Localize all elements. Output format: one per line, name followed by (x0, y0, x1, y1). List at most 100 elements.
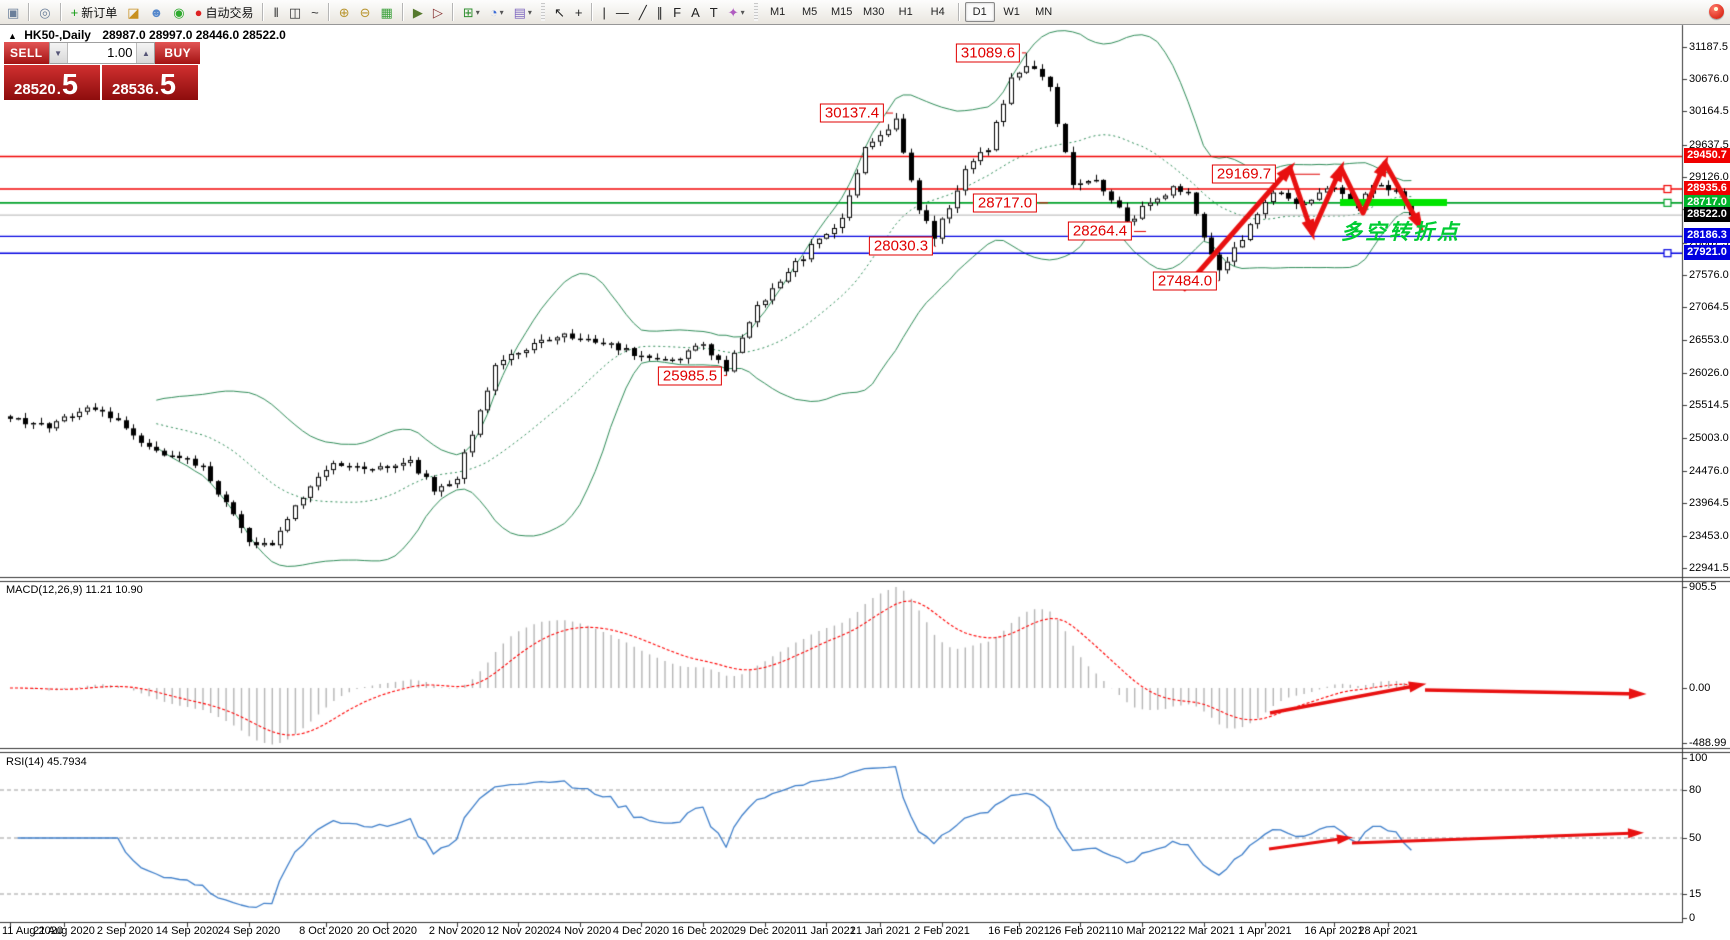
bar-chart-icon[interactable]: ‖ (268, 1, 283, 23)
date-label: 29 Dec 2020 (733, 925, 797, 937)
cursor-icon[interactable]: ↖ (549, 1, 570, 23)
date-label: 21 Aug 2020 (33, 925, 95, 937)
rsi-label: RSI(14) 45.7934 (6, 756, 87, 768)
timeframe-button-w1[interactable]: W1 (1003, 6, 1020, 18)
bull-bear-turning-point-note[interactable]: 多空转折点 (1341, 221, 1461, 244)
timeframe-button-mn[interactable]: MN (1035, 6, 1053, 18)
line-chart-icon[interactable]: ~ (306, 1, 324, 23)
channel-icon[interactable]: ∥ (652, 1, 669, 23)
collapse-marker-icon[interactable]: ▲ (8, 31, 17, 41)
channel-icon: ∥ (656, 4, 664, 20)
volume-decrease-button[interactable]: ▼ (49, 43, 68, 63)
fibonacci-icon[interactable]: F (668, 1, 686, 23)
arrows-icon[interactable]: ✦ ▾ (723, 1, 750, 23)
signals-icon[interactable]: ◉ (168, 1, 189, 23)
y-axis-label: 26026.0 (1689, 366, 1729, 379)
contacts-icon[interactable]: ☻ (145, 1, 169, 23)
toolbar-grip (540, 3, 545, 21)
price-annotation[interactable]: 31089.6 (955, 43, 1021, 63)
price-annotation[interactable]: 28717.0 (972, 193, 1038, 213)
toolbar-separator (28, 3, 31, 21)
date-label: 26 Feb 2021 (1049, 925, 1111, 937)
auto-scroll-icon[interactable]: ▶ (408, 1, 428, 23)
buy-price-dot: . (154, 81, 159, 98)
volume-input[interactable]: 1.00 (107, 45, 133, 60)
text-label-icon: T (709, 4, 718, 20)
timeframe-button-m1[interactable]: M1 (770, 6, 786, 18)
y-axis-label: 26553.0 (1689, 333, 1729, 346)
date-label: 24 Sep 2020 (217, 925, 281, 937)
timeframe-button-m15[interactable]: M15 (830, 6, 853, 18)
date-label: 2 Nov 2020 (428, 925, 486, 937)
chevron-down-icon: ▾ (475, 7, 480, 17)
eraser-icon[interactable]: ◪ (122, 1, 144, 23)
sell-price[interactable]: 28520. 5 (4, 65, 100, 100)
candlestick-chart-icon: ◫ (288, 4, 302, 20)
buy-price-main: 28536 (112, 81, 154, 98)
sell-price-dot: . (56, 81, 61, 98)
zoom-out-icon[interactable]: ⊖ (355, 1, 376, 23)
price-annotation[interactable]: 28030.3 (868, 236, 934, 256)
date-label: 1 Apr 2021 (1238, 925, 1292, 937)
timeframe-button-m30[interactable]: M30 (862, 6, 885, 18)
indicators-icon: ⊞ (462, 4, 474, 20)
candlestick-chart-icon[interactable]: ◫ (284, 1, 306, 23)
date-label: 16 Feb 2021 (988, 925, 1050, 937)
crosshair-icon[interactable]: + (570, 1, 588, 23)
price-annotation[interactable]: 30137.4 (819, 103, 885, 123)
timeframe-button-d1[interactable]: D1 (964, 2, 995, 22)
auto-trading-button: ● (194, 4, 203, 20)
text-label-icon[interactable]: T (705, 1, 723, 23)
chart-window-icon[interactable]: ▣ (2, 1, 24, 23)
quick-view-icon: ◎ (39, 4, 51, 20)
timeframe-button-h1[interactable]: H1 (898, 6, 913, 18)
community-icon[interactable] (1709, 4, 1724, 19)
chevron-down-icon: ▾ (527, 7, 532, 17)
y-axis-label: 31187.5 (1689, 40, 1728, 53)
indicators-icon[interactable]: ⊞ ▾ (458, 1, 485, 23)
buy-button[interactable]: BUY (155, 42, 201, 64)
toolbar-separator (957, 3, 960, 21)
price-annotation[interactable]: 29169.7 (1211, 164, 1277, 184)
ohlc-readout: 28987.0 28997.0 28446.0 28522.0 (102, 28, 286, 42)
symbol-name: HK50-,Daily (24, 28, 91, 42)
volume-increase-button[interactable]: ▲ (136, 43, 155, 63)
timeframe-button-m5[interactable]: M5 (802, 6, 818, 18)
zoom-in-icon[interactable]: ⊕ (334, 1, 355, 23)
text-icon[interactable]: A (686, 1, 705, 23)
date-label: 20 Oct 2020 (357, 925, 417, 937)
auto-trading-button[interactable]: ● 自动交易 (190, 1, 259, 23)
chart-shift-icon[interactable]: ▷ (428, 1, 448, 23)
arrows-icon: ✦ (727, 4, 739, 20)
rsi-axis-label: 100 (1689, 752, 1708, 764)
sell-button[interactable]: SELL (4, 42, 49, 64)
price-annotation[interactable]: 28264.4 (1067, 221, 1133, 241)
auto-trading-button-label: 自动交易 (205, 5, 254, 20)
sell-price-main: 28520 (14, 81, 56, 98)
date-label: 8 Oct 2020 (299, 925, 353, 937)
timeframe-button-h4[interactable]: H4 (930, 6, 945, 18)
price-annotation[interactable]: 25985.5 (657, 366, 723, 386)
price-annotation[interactable]: 27484.0 (1152, 271, 1218, 291)
vertical-line-icon[interactable]: | (597, 1, 610, 23)
toolbar-separator (59, 3, 62, 21)
periods-icon[interactable]: ◔ ▾ (485, 1, 509, 23)
new-order-button[interactable]: + 新订单 (66, 1, 123, 23)
symbol-title: ▲ HK50-,Daily 28987.0 28997.0 28446.0 28… (8, 28, 286, 42)
toolbar-separator (591, 3, 594, 21)
tile-windows-icon[interactable]: ▦ (376, 1, 398, 23)
templates-icon[interactable]: ▤ ▾ (509, 1, 537, 23)
trendline-icon[interactable]: ╱ (634, 1, 652, 23)
date-label: 11 Aug 2020 (2, 925, 63, 937)
horizontal-line-icon[interactable]: — (611, 1, 634, 23)
toolbar-separator (451, 3, 454, 21)
y-axis-label: 23453.0 (1689, 529, 1729, 542)
text-icon: A (691, 4, 700, 20)
new-order-button: + (70, 4, 79, 20)
rsi-axis-label: 0 (1689, 912, 1696, 924)
quick-view-icon[interactable]: ◎ (34, 1, 55, 23)
buy-price[interactable]: 28536. 5 (102, 65, 198, 100)
rsi-axis-label: 50 (1689, 832, 1702, 844)
